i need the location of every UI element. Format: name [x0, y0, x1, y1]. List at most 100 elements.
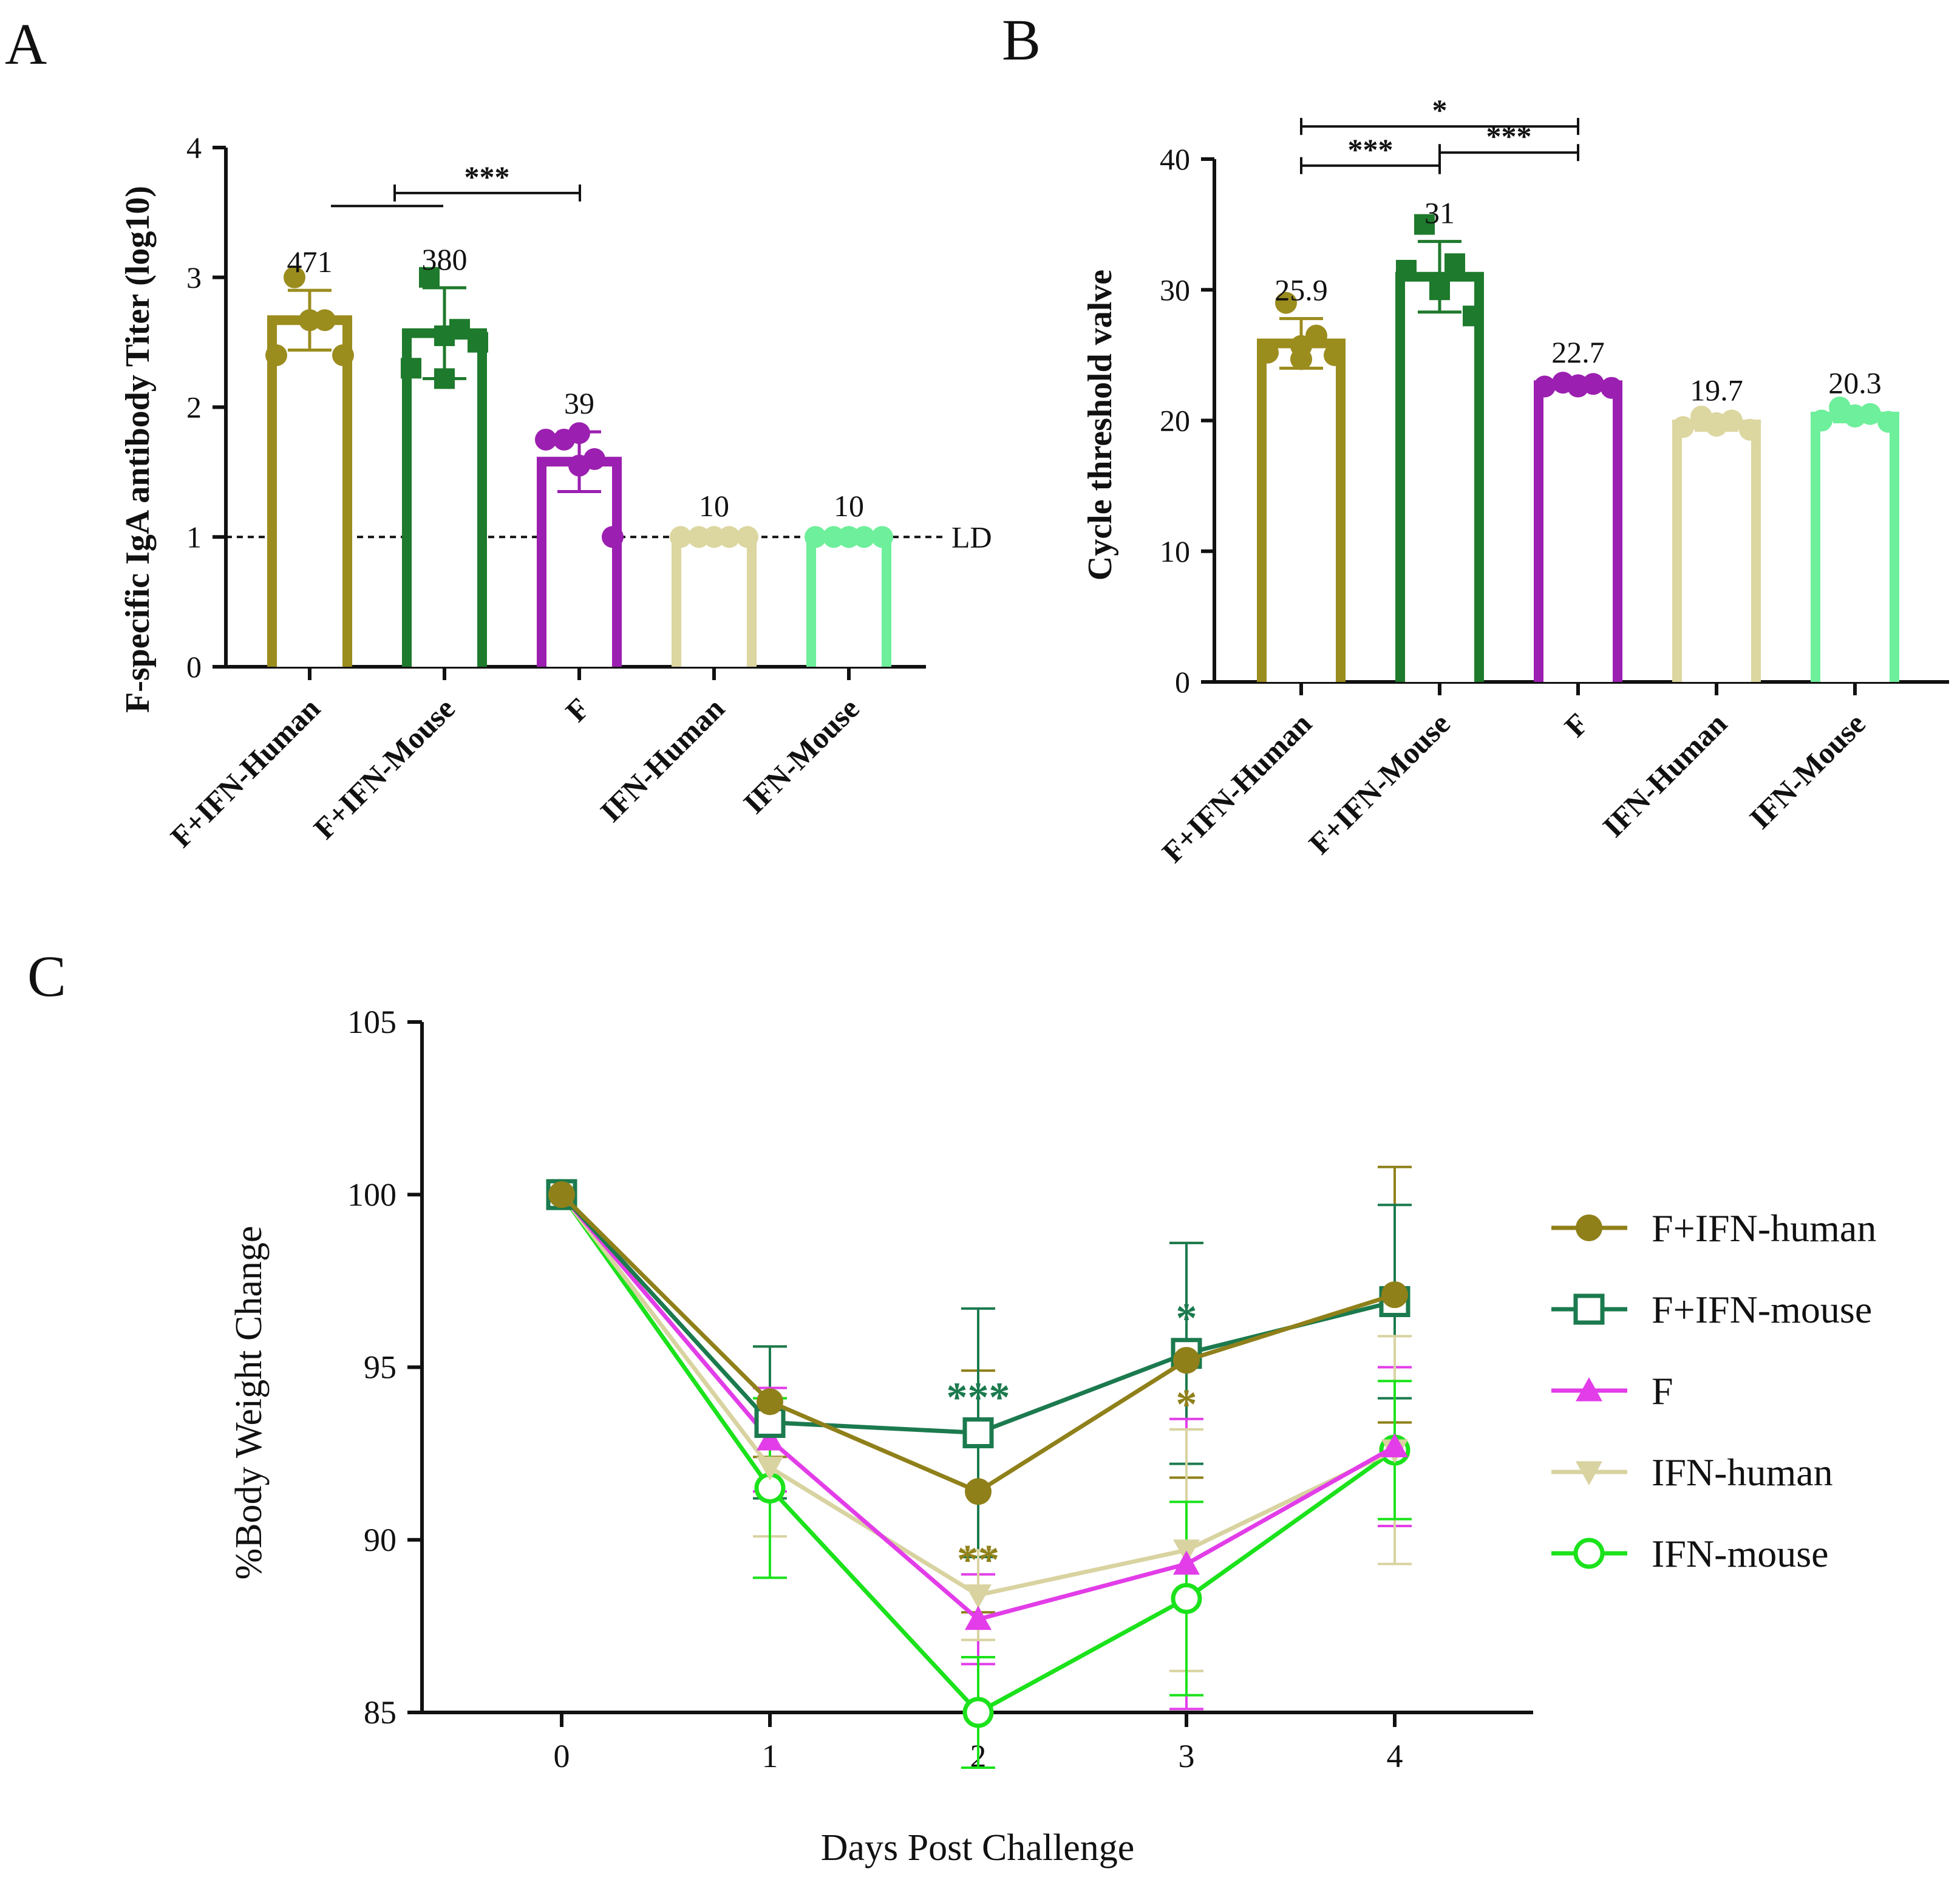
panel-a-data-point: [568, 454, 590, 477]
panel-a-y-axis-title: F-specific IgA antibody Titer (log10): [119, 186, 157, 713]
panel-c-series-point: [962, 1417, 994, 1449]
panel-b-data-point: [1811, 409, 1832, 432]
panel-a-y-tick-label: 0: [186, 650, 202, 684]
panel-a-bar-chart: F-specific IgA antibody Titer (log10) 0 1…: [119, 131, 992, 854]
panel-b-data-point: [1844, 404, 1866, 426]
panel-a-data-point: [332, 344, 354, 366]
panel-b-data-point: [1877, 410, 1899, 433]
panel-a-limit-of-detection-label: LD: [951, 520, 992, 554]
panel-c-series-point: [757, 1426, 783, 1451]
panel-c-significance-label: ***: [947, 1375, 1010, 1422]
panel-c-y-tick-label: 85: [364, 1694, 396, 1731]
panel-c-legend-item: F: [1551, 1369, 1673, 1412]
panel-a-category-label: F: [559, 691, 596, 728]
panel-c-legend-swatch-marker: [1576, 1377, 1602, 1402]
panel-b-data-point: [1706, 415, 1727, 437]
panel-b-value-label: 19.7: [1690, 373, 1743, 407]
panel-c-x-tick-label: 0: [554, 1738, 570, 1774]
panel-c-x-tick-label: 3: [1179, 1738, 1195, 1774]
panel-a-data-point: [284, 266, 305, 288]
panel-a-value-label: 39: [564, 386, 594, 420]
panel-c-y-tick-label: 100: [347, 1176, 396, 1213]
panel-b-category-label: IFN-Mouse: [1743, 706, 1871, 835]
panel-a-significance-label: ***: [464, 160, 510, 194]
panel-c-series-point: [757, 1456, 783, 1481]
panel-b-data-point: [1290, 335, 1312, 357]
panel-a-data-point: [535, 428, 557, 451]
panel-a-value-label: 380: [422, 242, 468, 276]
panel-a-data-point: [401, 358, 421, 379]
panel-b-y-axis-title: Cycle threshold valve: [1081, 270, 1119, 581]
panel-c-significance-label: *: [1176, 1381, 1197, 1428]
panel-c-series-point: [965, 1478, 992, 1505]
panel-c-legend-item: IFN-human: [1551, 1451, 1833, 1494]
panel-a-data-point: [703, 526, 725, 548]
panel-c-legend-item: F+IFN-mouse: [1551, 1288, 1872, 1331]
panel-b-bar: [1257, 338, 1346, 682]
panel-b-bar-chart: Cycle threshold valve 0 10 20 30 40 F+IFN-Hum…: [1081, 93, 1949, 869]
panel-c-series-point: [1173, 1347, 1200, 1374]
panel-a-category-label: F+IFN-Mouse: [307, 691, 461, 845]
panel-a-bar: [806, 532, 891, 667]
panel-a-data-point: [853, 526, 875, 548]
panel-b-data-point: [1257, 341, 1279, 364]
panel-a-letter: A: [5, 12, 47, 77]
panel-c-legend-label: IFN-human: [1652, 1451, 1833, 1494]
panel-a-data-point: [737, 526, 758, 548]
panel-c-legend-swatch-marker: [1576, 1214, 1602, 1241]
panel-c-x-tick-label: 4: [1387, 1738, 1403, 1774]
panel-a-y-tick-label: 2: [186, 390, 202, 424]
panel-a-value-label: 10: [834, 489, 864, 523]
panel-b-data-point: [1601, 376, 1622, 399]
panel-c-series-point: [1381, 1281, 1408, 1309]
panel-b-data-point: [1567, 375, 1589, 398]
panel-c-series-point: [1171, 1582, 1202, 1614]
panel-c-series-point: [1381, 1433, 1408, 1457]
panel-c-series-point: [1173, 1550, 1200, 1575]
panel-b-significance-label: ***: [1348, 132, 1393, 166]
panel-c-line-chart: %Body Weight Change Days Post Challenge …: [228, 1004, 1876, 1868]
panel-b-data-point: [1324, 344, 1346, 366]
panel-b-data-point: [1396, 259, 1417, 281]
panel-b-value-label: 31: [1424, 196, 1455, 230]
panel-b-data-point: [1463, 305, 1483, 327]
panel-b-category-label: F+IFN-Human: [1155, 706, 1318, 869]
panel-a-value-label: 10: [699, 489, 729, 523]
panel-c-legend-item: IFN-mouse: [1551, 1532, 1829, 1575]
panel-a-data-point: [718, 526, 740, 548]
panel-c-series-point: [548, 1181, 575, 1208]
panel-a-data-point: [871, 526, 893, 548]
panel-c-x-tick-label: 1: [762, 1738, 778, 1774]
panel-a-bar: [267, 315, 352, 667]
panel-b-y-tick-label: 30: [1160, 273, 1190, 307]
panel-a-data-point: [602, 526, 624, 548]
panel-b-y-tick-label: 40: [1160, 142, 1190, 176]
panel-a-data-point: [568, 422, 590, 445]
panel-a-data-point: [419, 267, 440, 288]
panel-c-legend-swatch-marker: [1573, 1538, 1605, 1569]
panel-b-y-tick-label: 20: [1160, 404, 1190, 438]
panel-a-data-point: [670, 526, 692, 548]
panel-c-series-point: [757, 1388, 783, 1415]
panel-a-category-label: IFN-Human: [594, 691, 731, 828]
panel-c-legend-label: F+IFN-human: [1652, 1207, 1876, 1250]
panel-a-y-tick-label: 1: [186, 520, 202, 554]
panel-c-y-tick-label: 105: [347, 1004, 396, 1040]
panel-c-y-axis-title: %Body Weight Change: [228, 1226, 270, 1580]
panel-b-value-label: 25.9: [1274, 273, 1328, 307]
panel-a-y-tick-label: 3: [186, 261, 202, 295]
panel-a-data-point: [434, 325, 455, 346]
panel-a-data-point: [299, 309, 321, 332]
panel-a-bar: [672, 532, 757, 667]
panel-b-letter: B: [1002, 7, 1041, 72]
panel-a-data-point: [688, 526, 710, 548]
panel-a-data-point: [823, 526, 845, 548]
panel-c-legend-item: F+IFN-human: [1551, 1207, 1876, 1250]
panel-c-letter: C: [27, 944, 66, 1009]
panel-b-data-point: [1534, 375, 1556, 398]
panel-c-series-point: [965, 1584, 992, 1609]
panel-b-bar: [1395, 271, 1484, 682]
panel-b-value-label: 20.3: [1828, 366, 1882, 400]
panel-b-category-label: IFN-Human: [1596, 706, 1734, 843]
panel-c-significance-label: *: [1176, 1295, 1197, 1342]
